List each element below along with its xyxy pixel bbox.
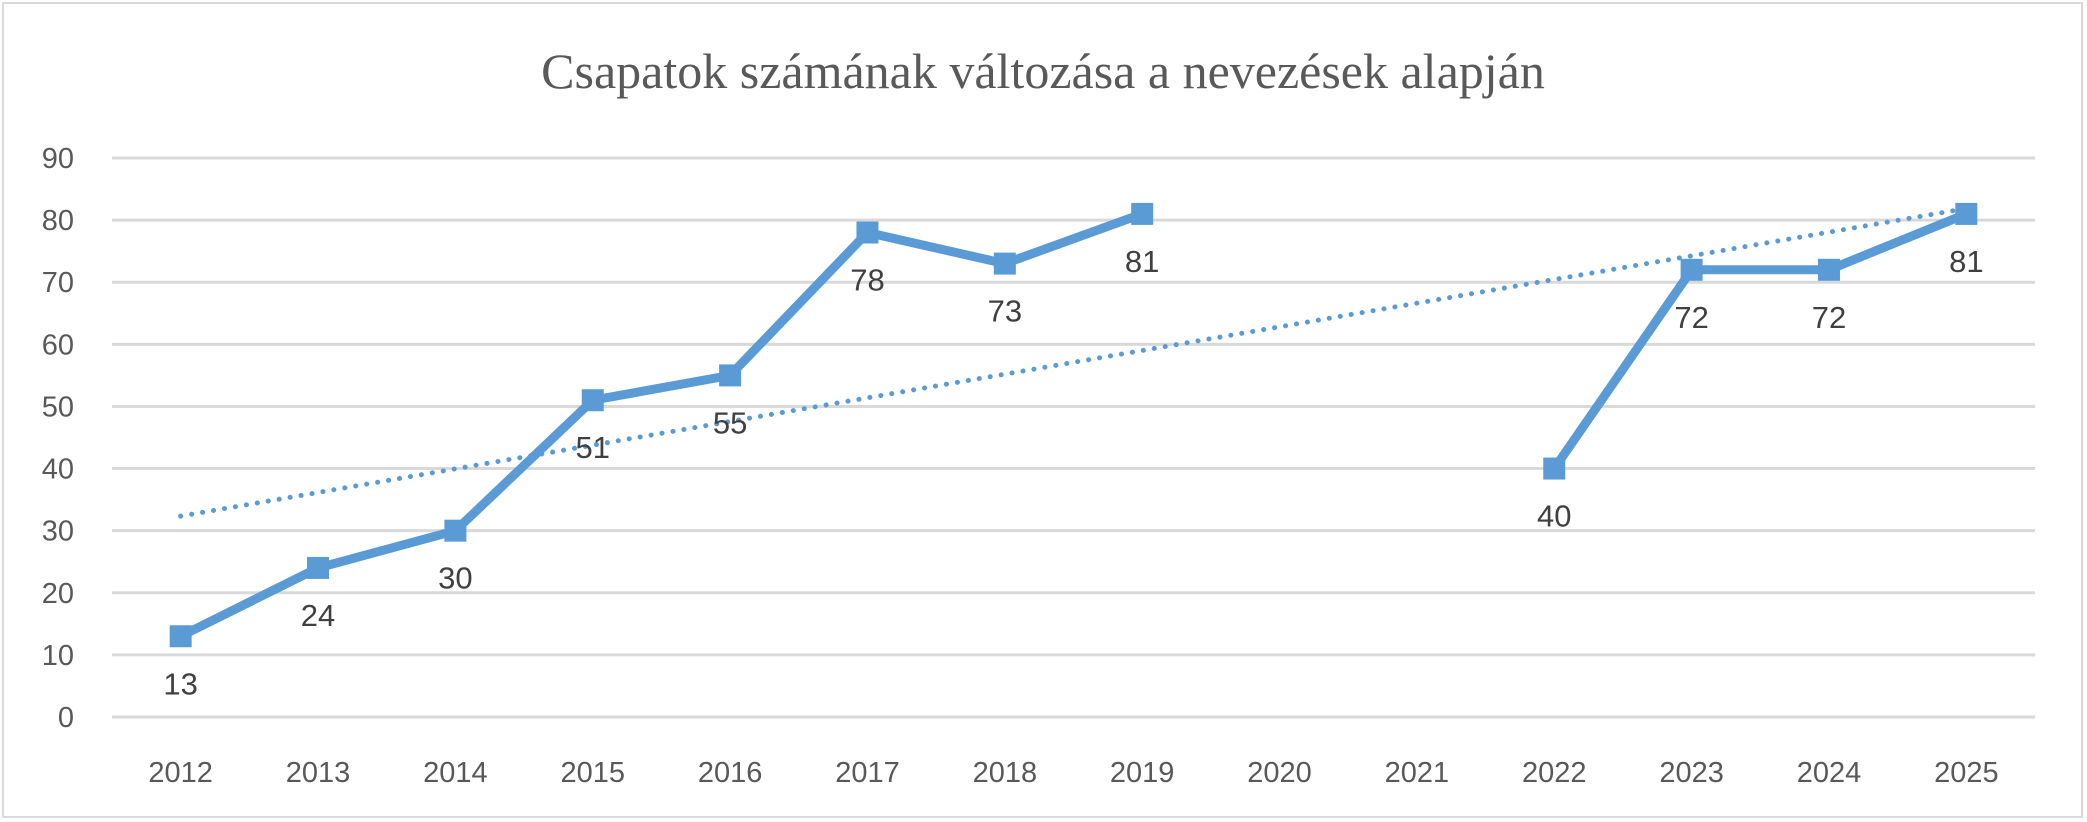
- x-tick-label: 2020: [1247, 757, 1312, 789]
- y-tick-label: 60: [42, 329, 74, 361]
- data-point-marker: [307, 556, 330, 579]
- y-tick-label: 50: [42, 391, 74, 423]
- data-label: 24: [301, 598, 335, 633]
- data-label: 30: [438, 561, 472, 596]
- x-tick-label: 2022: [1522, 757, 1587, 789]
- trendline: [178, 206, 1969, 519]
- data-point-marker: [719, 364, 742, 387]
- x-tick-label: 2014: [423, 757, 488, 789]
- y-tick-label: 70: [42, 267, 74, 299]
- data-point-marker: [1131, 202, 1154, 225]
- x-tick-label: 2012: [148, 757, 213, 789]
- data-label: 40: [1537, 499, 1571, 534]
- data-label: 81: [1949, 244, 1983, 279]
- x-tick-label: 2025: [1934, 757, 1999, 789]
- y-tick-label: 40: [42, 454, 74, 486]
- data-point-marker: [1817, 258, 1840, 281]
- data-label: 78: [850, 263, 884, 298]
- data-label: 72: [1674, 300, 1708, 335]
- x-tick-label: 2015: [560, 757, 625, 789]
- data-point-marker: [169, 625, 192, 648]
- data-label: 51: [576, 430, 610, 465]
- series-line: [178, 209, 1144, 641]
- data-label: 73: [988, 294, 1022, 329]
- y-tick-label: 20: [42, 578, 74, 610]
- x-tick-label: 2017: [835, 757, 900, 789]
- data-point-marker: [1955, 202, 1978, 225]
- data-label: 55: [713, 405, 747, 440]
- x-tick-label: 2021: [1385, 757, 1450, 789]
- x-tick-label: 2019: [1110, 757, 1175, 789]
- data-point-marker: [1543, 457, 1566, 480]
- x-tick-label: 2023: [1659, 757, 1724, 789]
- data-point-marker: [581, 389, 604, 412]
- data-point-marker: [444, 519, 467, 542]
- y-tick-label: 10: [42, 640, 74, 672]
- data-point-marker: [856, 221, 879, 244]
- data-label: 72: [1812, 300, 1846, 335]
- x-tick-label: 2013: [286, 757, 351, 789]
- chart-title: Csapatok számának változása a nevezések …: [541, 43, 1545, 99]
- y-tick-label: 0: [58, 702, 74, 734]
- y-tick-label: 30: [42, 516, 74, 548]
- y-tick-label: 90: [42, 143, 74, 175]
- data-label: 81: [1125, 244, 1159, 279]
- data-label: 13: [163, 666, 197, 701]
- series-line: [1550, 209, 1969, 472]
- data-point-marker: [993, 252, 1016, 275]
- y-tick-label: 80: [42, 205, 74, 237]
- x-tick-label: 2016: [698, 757, 763, 789]
- x-tick-label: 2018: [973, 757, 1038, 789]
- data-point-marker: [1680, 258, 1703, 281]
- x-tick-label: 2024: [1797, 757, 1862, 789]
